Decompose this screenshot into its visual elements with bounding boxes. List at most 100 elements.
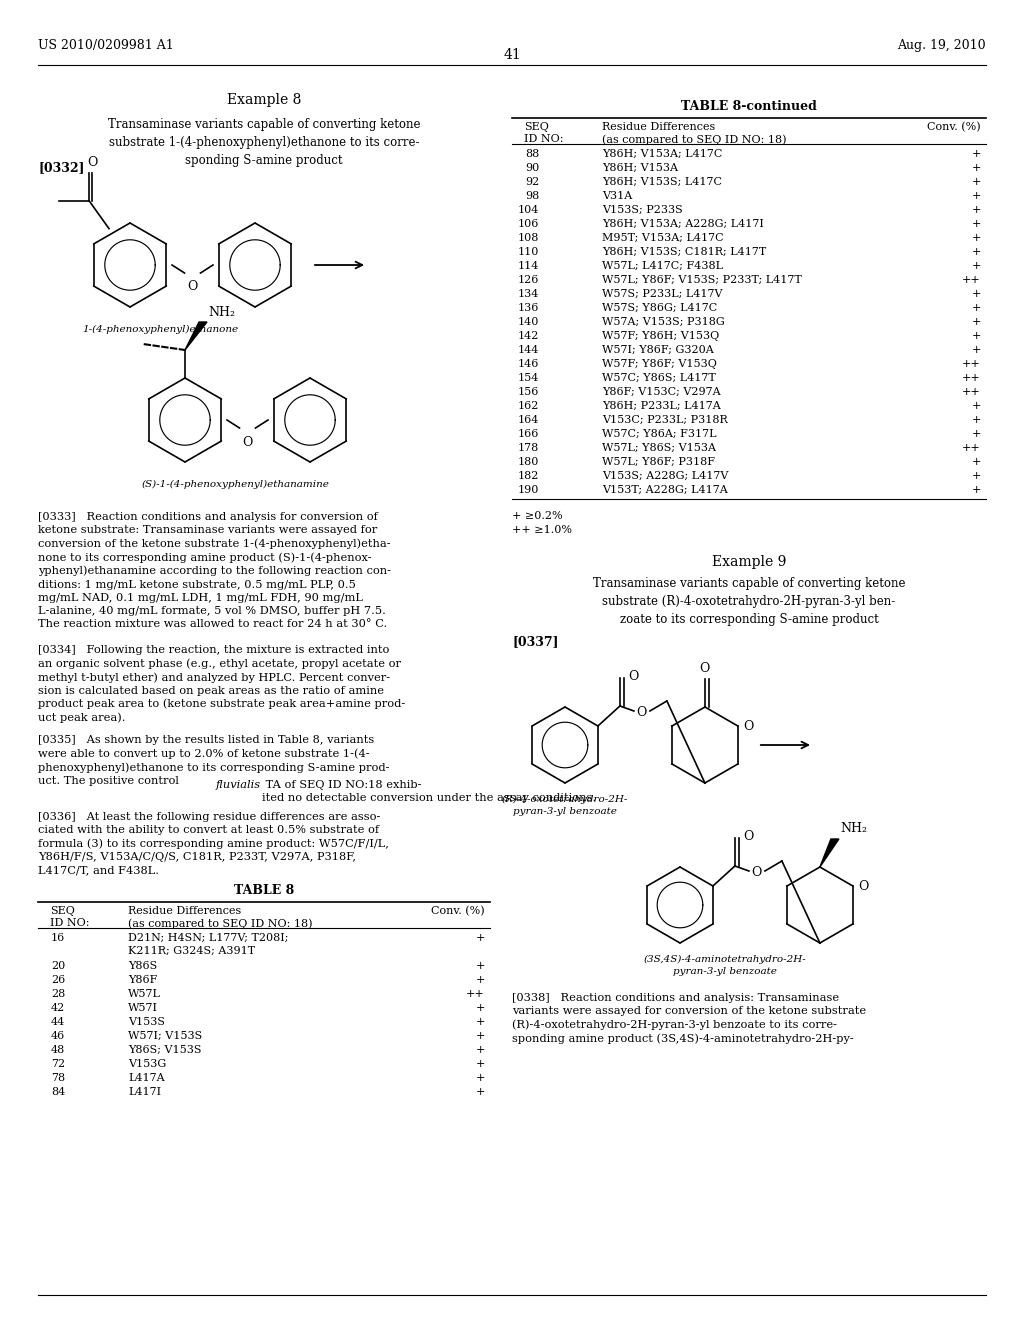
Text: O: O — [243, 436, 253, 449]
Text: 182: 182 — [517, 471, 539, 480]
Text: O: O — [858, 879, 868, 892]
Text: 20: 20 — [51, 961, 65, 972]
Text: O: O — [87, 156, 97, 169]
Text: 110: 110 — [517, 247, 539, 257]
Text: ++: ++ — [466, 989, 485, 999]
Text: W57S; P233L; L417V: W57S; P233L; L417V — [602, 289, 723, 300]
Text: W57L; Y86F; P318F: W57L; Y86F; P318F — [602, 457, 715, 467]
Text: 136: 136 — [517, 304, 539, 313]
Text: (R)-4-oxotetrahydro-2H-
pyran-3-yl benzoate: (R)-4-oxotetrahydro-2H- pyran-3-yl benzo… — [502, 795, 628, 816]
Text: NH₂: NH₂ — [840, 822, 867, 836]
Text: (S)-1-(4-phenoxyphenyl)ethanamine: (S)-1-(4-phenoxyphenyl)ethanamine — [141, 480, 329, 490]
Text: +: + — [972, 177, 981, 187]
Text: W57L; Y86S; V153A: W57L; Y86S; V153A — [602, 444, 716, 453]
Text: [0336]   At least the following residue differences are asso-
ciated with the ab: [0336] At least the following residue di… — [38, 812, 389, 875]
Text: W57I; V153S: W57I; V153S — [128, 1031, 203, 1041]
Text: O: O — [742, 719, 754, 733]
Text: 26: 26 — [51, 975, 65, 985]
Text: +: + — [475, 961, 485, 972]
Text: +: + — [475, 1073, 485, 1082]
Text: NH₂: NH₂ — [208, 305, 234, 318]
Text: +: + — [475, 1086, 485, 1097]
Text: +: + — [475, 1031, 485, 1041]
Text: W57C; Y86A; F317L: W57C; Y86A; F317L — [602, 429, 717, 440]
Text: +: + — [475, 1003, 485, 1012]
Text: Y86H; P233L; L417A: Y86H; P233L; L417A — [602, 401, 721, 411]
Text: 146: 146 — [517, 359, 539, 370]
Text: Transaminase variants capable of converting ketone
substrate (R)-4-oxotetrahydro: Transaminase variants capable of convert… — [593, 577, 905, 626]
Text: +: + — [972, 261, 981, 271]
Text: 162: 162 — [517, 401, 539, 411]
Text: Example 8: Example 8 — [226, 92, 301, 107]
Text: 126: 126 — [517, 275, 539, 285]
Text: O: O — [699, 663, 710, 676]
Text: +: + — [972, 429, 981, 440]
Text: W57C; Y86S; L417T: W57C; Y86S; L417T — [602, 374, 716, 383]
Text: +: + — [972, 191, 981, 201]
Polygon shape — [185, 322, 207, 350]
Text: +: + — [972, 457, 981, 467]
Text: 190: 190 — [517, 484, 539, 495]
Text: 72: 72 — [51, 1059, 65, 1069]
Text: 48: 48 — [51, 1045, 65, 1055]
Text: ++: ++ — [963, 359, 981, 370]
Text: ++: ++ — [963, 275, 981, 285]
Text: Conv. (%): Conv. (%) — [928, 121, 981, 132]
Text: +: + — [972, 484, 981, 495]
Text: 88: 88 — [524, 149, 539, 158]
Text: 46: 46 — [51, 1031, 65, 1041]
Text: +: + — [972, 317, 981, 327]
Text: 1-(4-phenoxyphenyl)ethanone: 1-(4-phenoxyphenyl)ethanone — [82, 325, 238, 334]
Text: Y86S; V153S: Y86S; V153S — [128, 1045, 202, 1055]
Text: 106: 106 — [517, 219, 539, 228]
Text: SEQ
ID NO:: SEQ ID NO: — [50, 906, 89, 928]
Text: V153S; P233S: V153S; P233S — [602, 205, 683, 215]
Text: Y86H; V153A; L417C: Y86H; V153A; L417C — [602, 149, 722, 158]
Text: V31A: V31A — [602, 191, 632, 201]
Text: +: + — [972, 401, 981, 411]
Text: 16: 16 — [51, 933, 65, 942]
Text: Aug. 19, 2010: Aug. 19, 2010 — [897, 38, 986, 51]
Text: 154: 154 — [517, 374, 539, 383]
Text: [0333]   Reaction conditions and analysis for conversion of
ketone substrate: Tr: [0333] Reaction conditions and analysis … — [38, 512, 391, 628]
Text: W57L: W57L — [128, 989, 161, 999]
Text: Residue Differences
(as compared to SEQ ID NO: 18): Residue Differences (as compared to SEQ … — [602, 121, 786, 145]
Text: V153S; A228G; L417V: V153S; A228G; L417V — [602, 471, 728, 480]
Text: W57F; Y86H; V153Q: W57F; Y86H; V153Q — [602, 331, 719, 341]
Text: ++: ++ — [963, 444, 981, 453]
Text: SEQ
ID NO:: SEQ ID NO: — [524, 121, 563, 144]
Text: O: O — [187, 281, 198, 293]
Text: +: + — [972, 304, 981, 313]
Text: Y86H; V153S; C181R; L417T: Y86H; V153S; C181R; L417T — [602, 247, 766, 257]
Text: 166: 166 — [517, 429, 539, 440]
Text: +: + — [972, 149, 981, 158]
Text: +: + — [972, 331, 981, 341]
Text: W57I: W57I — [128, 1003, 158, 1012]
Text: +: + — [972, 247, 981, 257]
Text: +: + — [972, 219, 981, 228]
Text: 44: 44 — [51, 1016, 65, 1027]
Text: L417A: L417A — [128, 1073, 165, 1082]
Text: W57A; V153S; P318G: W57A; V153S; P318G — [602, 317, 725, 327]
Text: TABLE 8: TABLE 8 — [233, 884, 294, 898]
Text: 178: 178 — [518, 444, 539, 453]
Text: +: + — [972, 345, 981, 355]
Text: +: + — [475, 933, 485, 942]
Text: V153C; P233L; P318R: V153C; P233L; P318R — [602, 414, 728, 425]
Text: Transaminase variants capable of converting ketone
substrate 1-(4-phenoxyphenyl): Transaminase variants capable of convert… — [108, 117, 420, 168]
Text: Conv. (%): Conv. (%) — [431, 906, 485, 916]
Text: W57S; Y86G; L417C: W57S; Y86G; L417C — [602, 304, 717, 313]
Text: ++ ≥1.0%: ++ ≥1.0% — [512, 525, 572, 535]
Text: +: + — [475, 1059, 485, 1069]
Text: W57I; Y86F; G320A: W57I; Y86F; G320A — [602, 345, 714, 355]
Text: 98: 98 — [524, 191, 539, 201]
Text: 180: 180 — [517, 457, 539, 467]
Text: Y86H; V153A; A228G; L417I: Y86H; V153A; A228G; L417I — [602, 219, 764, 228]
Text: Y86F; V153C; V297A: Y86F; V153C; V297A — [602, 387, 721, 397]
Text: V153S: V153S — [128, 1016, 165, 1027]
Text: TA of SEQ ID NO:18 exhib-
ited no detectable conversion under the assay conditio: TA of SEQ ID NO:18 exhib- ited no detect… — [262, 780, 596, 804]
Text: V153G: V153G — [128, 1059, 166, 1069]
Text: Example 9: Example 9 — [712, 554, 786, 569]
Text: L417I: L417I — [128, 1086, 161, 1097]
Polygon shape — [820, 840, 839, 867]
